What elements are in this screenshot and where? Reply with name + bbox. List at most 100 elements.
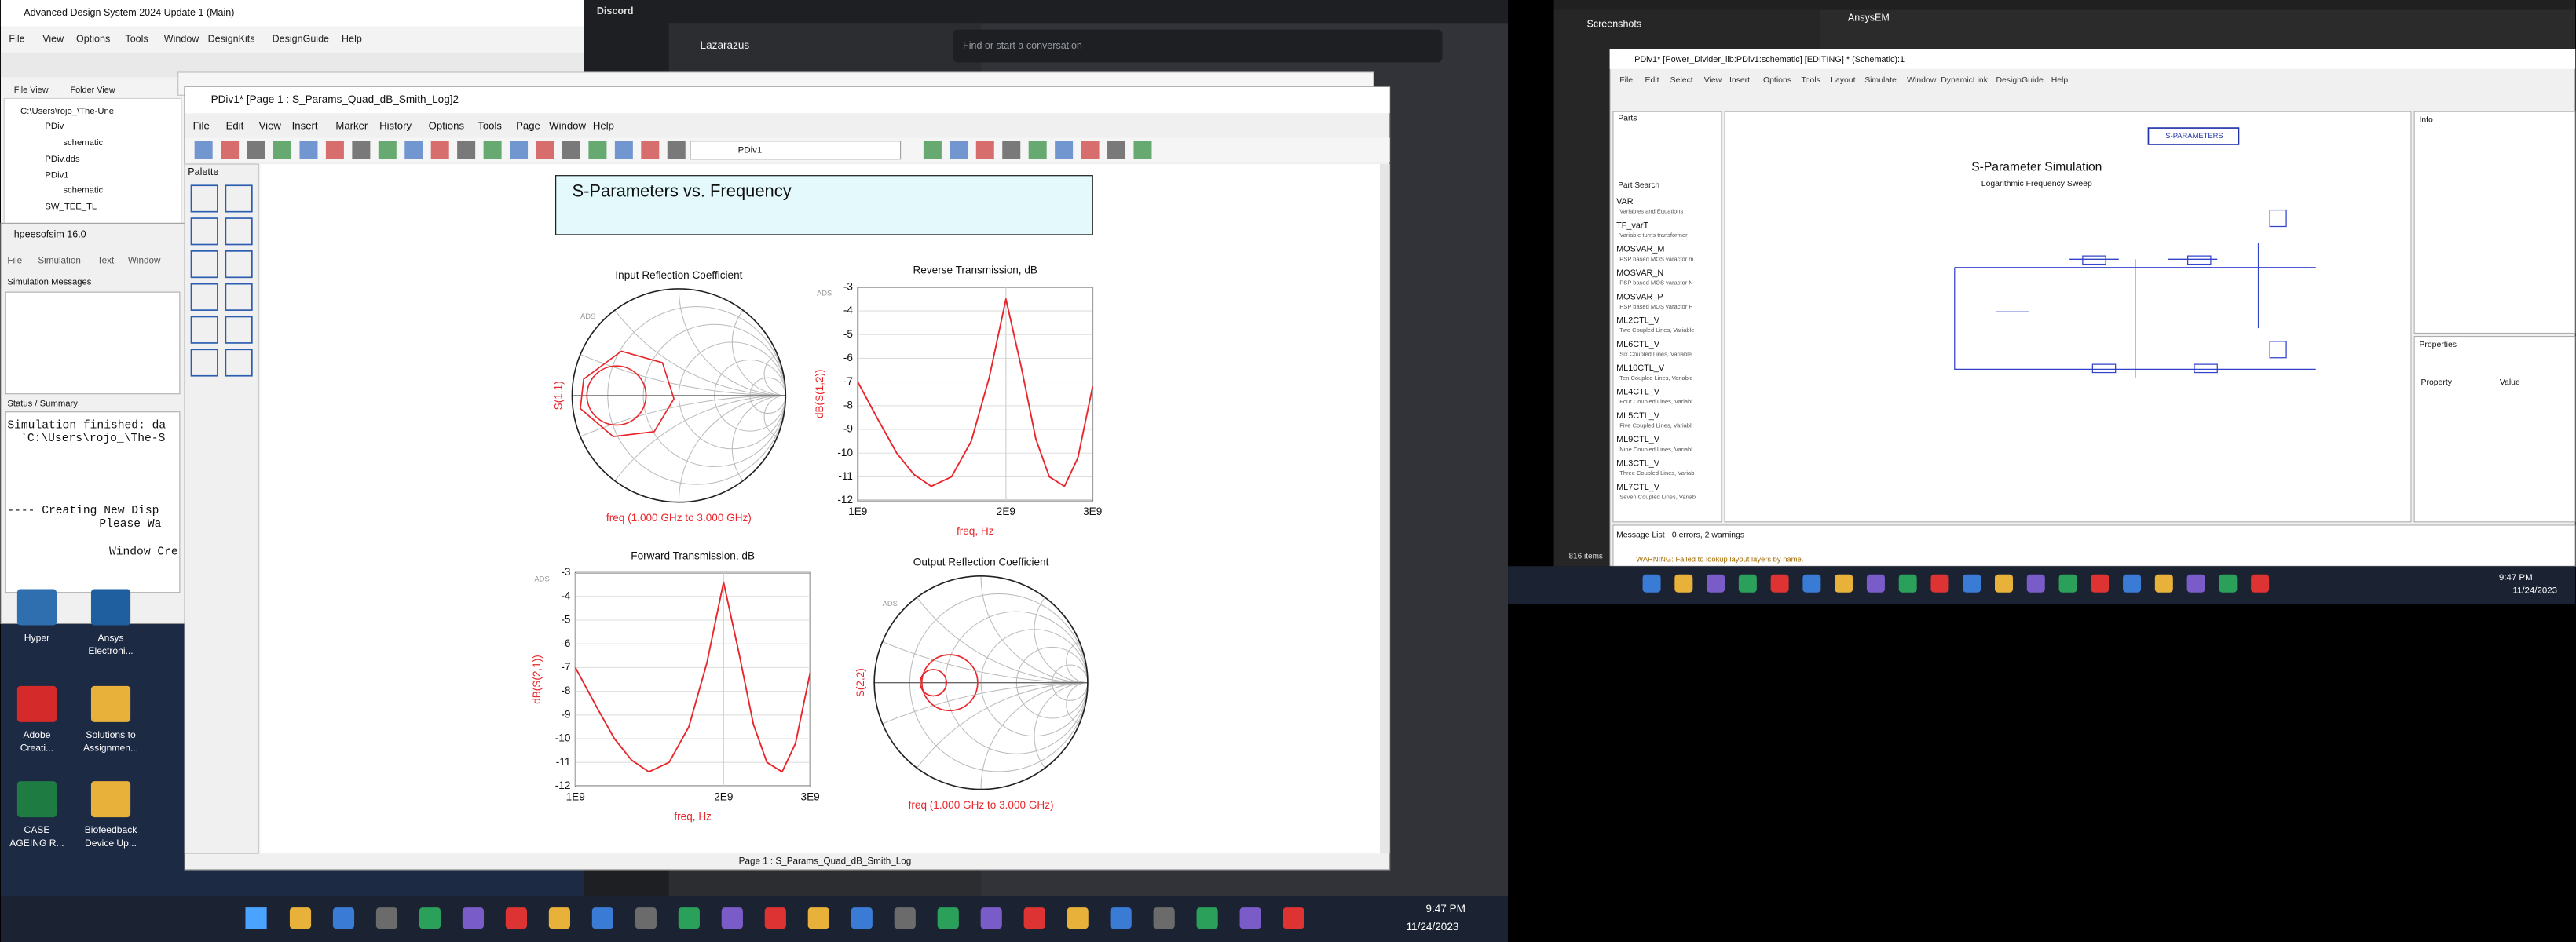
menu-item[interactable]: DynamicLink — [1941, 76, 1989, 85]
toolbar-button[interactable] — [352, 141, 371, 159]
taskbar-icon[interactable] — [1642, 574, 1661, 593]
taskbar-icon[interactable] — [1898, 574, 1917, 593]
menu-item[interactable]: Window — [128, 255, 161, 265]
menu-item[interactable]: File — [9, 33, 24, 44]
taskbar-icon[interactable] — [1283, 907, 1304, 929]
menu-item[interactable]: Layout — [1831, 76, 1855, 85]
taskbar-icon[interactable] — [548, 907, 570, 929]
taskbar-icon[interactable] — [2123, 574, 2142, 593]
desktop-icon[interactable] — [90, 781, 131, 818]
part-name[interactable]: ML7CTL_V — [1616, 483, 1660, 492]
taskbar-icon[interactable] — [2251, 574, 2270, 593]
tree-item[interactable]: schematic — [63, 185, 103, 195]
taskbar-icon[interactable] — [1023, 907, 1045, 929]
menu-item[interactable]: DesignKits — [208, 33, 255, 44]
desktop-icon[interactable] — [16, 685, 57, 722]
part-name[interactable]: MOSVAR_P — [1616, 292, 1663, 301]
palette-tool[interactable] — [225, 184, 253, 213]
taskbar-icon[interactable] — [2026, 574, 2045, 593]
toolbar-button[interactable] — [1002, 141, 1021, 159]
part-name[interactable]: ML4CTL_V — [1616, 388, 1660, 397]
palette-tool[interactable] — [190, 217, 218, 246]
taskbar-icon[interactable] — [591, 907, 613, 929]
palette-tool[interactable] — [190, 184, 218, 213]
taskbar-icon[interactable] — [1110, 907, 1132, 929]
palette-tool[interactable] — [225, 217, 253, 246]
taskbar-icon[interactable] — [2091, 574, 2109, 593]
taskbar-icon[interactable] — [721, 907, 743, 929]
menu-item[interactable]: File — [7, 255, 22, 265]
toolbar-button[interactable] — [1133, 141, 1152, 159]
toolbar-button[interactable] — [483, 141, 502, 159]
menu-item[interactable]: Simulation — [38, 255, 81, 265]
part-name[interactable]: ML9CTL_V — [1616, 435, 1660, 444]
taskbar-icon[interactable] — [678, 907, 700, 929]
taskbar-icon[interactable] — [505, 907, 528, 929]
taskbar-icon[interactable] — [807, 907, 829, 929]
menu-item[interactable]: Help — [2051, 76, 2069, 85]
menu-item[interactable]: DesignGuide — [273, 33, 329, 44]
toolbar-button[interactable] — [975, 141, 994, 159]
taskbar-icon[interactable] — [764, 907, 786, 929]
taskbar-icon[interactable] — [894, 907, 916, 929]
tree-item[interactable]: SW_TEE_TL — [45, 202, 97, 211]
menu-item[interactable]: Tools — [478, 119, 502, 131]
taskbar-icon[interactable] — [1153, 907, 1175, 929]
taskbar-icon[interactable] — [419, 907, 441, 929]
taskbar-icon[interactable] — [1963, 574, 1981, 593]
toolbar-button[interactable] — [950, 141, 968, 159]
taskbar-icon[interactable] — [289, 907, 312, 929]
toolbar-button[interactable] — [1028, 141, 1047, 159]
taskbar-icon[interactable] — [1995, 574, 2013, 593]
toolbar-button[interactable] — [1055, 141, 1074, 159]
part-name[interactable]: ML10CTL_V — [1616, 363, 1665, 373]
taskbar-icon[interactable] — [1239, 907, 1261, 929]
taskbar-icon[interactable] — [1067, 907, 1089, 929]
taskbar-icon[interactable] — [2058, 574, 2077, 593]
start-button[interactable] — [245, 907, 267, 929]
toolbar-button[interactable] — [614, 141, 633, 159]
menu-item[interactable]: Edit — [1645, 76, 1659, 85]
tab[interactable]: Folder View — [70, 86, 115, 95]
toolbar-button[interactable] — [430, 141, 449, 159]
tree-item[interactable]: PDiv.dds — [45, 155, 80, 164]
menu-item[interactable]: Marker — [335, 119, 368, 131]
menu-item[interactable]: DesignGuide — [1996, 76, 2044, 85]
menu-item[interactable]: Options — [76, 33, 110, 44]
toolbar-button[interactable] — [1107, 141, 1126, 159]
toolbar-button[interactable] — [457, 141, 476, 159]
menu-item[interactable]: Page — [516, 119, 540, 131]
toolbar-button[interactable] — [641, 141, 660, 159]
palette-tool[interactable] — [190, 316, 218, 344]
tree-item[interactable]: PDiv1 — [45, 171, 68, 181]
menu-item[interactable]: Help — [342, 33, 362, 44]
part-name[interactable]: MOSVAR_N — [1616, 268, 1663, 278]
taskbar-icon[interactable] — [1866, 574, 1885, 593]
discord-search[interactable] — [953, 29, 1443, 63]
toolbar-button[interactable] — [404, 141, 423, 159]
menu-item[interactable]: Tools — [125, 33, 148, 44]
toolbar-button[interactable] — [194, 141, 213, 159]
menu-item[interactable]: View — [42, 33, 64, 44]
taskbar-icon[interactable] — [1674, 574, 1693, 593]
toolbar-button[interactable] — [510, 141, 529, 159]
menu-item[interactable]: Select — [1670, 76, 1693, 85]
design-dropdown[interactable] — [690, 141, 902, 160]
taskbar-icon[interactable] — [462, 907, 485, 929]
taskbar-icon[interactable] — [635, 907, 657, 929]
tree-item[interactable]: schematic — [63, 138, 103, 148]
menu-item[interactable]: Help — [593, 119, 614, 131]
desktop-icon[interactable] — [16, 781, 57, 818]
part-name[interactable]: MOSVAR_M — [1616, 245, 1664, 254]
menu-item[interactable]: Tools — [1802, 76, 1820, 85]
menu-item[interactable]: Edit — [226, 119, 244, 131]
menu-item[interactable]: Options — [429, 119, 465, 131]
palette-tool[interactable] — [225, 283, 253, 311]
desktop-icon[interactable] — [90, 685, 131, 722]
menu-item[interactable]: Simulate — [1864, 76, 1897, 85]
menu-item[interactable]: Insert — [292, 119, 318, 131]
menu-item[interactable]: File — [193, 119, 210, 131]
toolbar-button[interactable] — [299, 141, 318, 159]
palette-tool[interactable] — [225, 250, 253, 279]
part-name[interactable]: ML5CTL_V — [1616, 411, 1660, 421]
